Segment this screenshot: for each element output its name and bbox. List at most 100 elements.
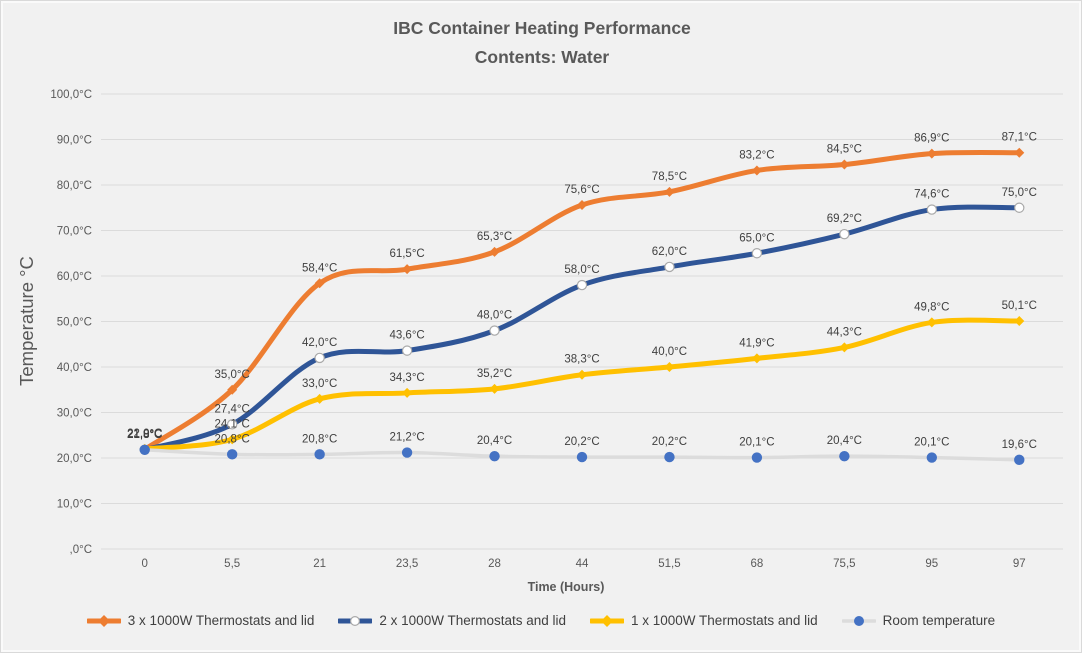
legend-item: 3 x 1000W Thermostats and lid [86, 613, 315, 628]
series-marker [839, 450, 850, 462]
data-label: 42,0°C [302, 337, 337, 349]
x-tick-label: 0 [142, 558, 148, 570]
data-label: 58,0°C [564, 264, 599, 276]
series-marker [226, 419, 238, 430]
series-marker [402, 387, 413, 398]
data-label: 35,0°C [215, 369, 250, 381]
legend-item: 2 x 1000W Thermostats and lid [338, 613, 566, 628]
data-label: 78,5°C [652, 171, 687, 183]
axis-layer: ,0°C 10,0°C 20,0°C 30,0°C 40,0°C 50,0°C 60,0°C… [50, 89, 1025, 570]
data-label: 44,3°C [827, 326, 862, 338]
series-marker [839, 342, 850, 353]
series-marker [576, 279, 588, 291]
series-marker [926, 148, 937, 159]
data-label: 40,0°C [652, 346, 687, 358]
data-label: 20,2°C [652, 436, 687, 448]
y-tick-label: 60,0°C [57, 271, 92, 283]
data-label: 21,2°C [389, 432, 424, 444]
data-label: 48,0°C [477, 310, 512, 322]
chart-title: IBC Container Heating Performance [393, 18, 691, 38]
legend-marker-icon [86, 614, 121, 627]
series-marker [839, 228, 850, 240]
series-marker [664, 186, 675, 197]
chart-subtitle: Contents: Water [475, 47, 610, 67]
series-marker [489, 246, 500, 257]
y-tick-label: 10,0°C [57, 499, 92, 511]
series-marker [751, 353, 762, 364]
y-tick-label: 100,0°C [50, 89, 92, 101]
data-label: 84,5°C [827, 144, 862, 156]
series-marker [489, 325, 500, 336]
legend-marker-icon [841, 615, 876, 626]
legend-label: Room temperature [882, 613, 996, 628]
data-label: 24,1°C [215, 418, 250, 430]
series-marker [664, 362, 675, 372]
series-marker [139, 444, 150, 456]
data-label: 33,0°C [302, 378, 337, 390]
series-marker [489, 383, 500, 394]
legend-label: 1 x 1000W Thermostats and lid [631, 613, 818, 628]
legend-marker-icon [338, 615, 373, 626]
x-tick-label: 21 [313, 558, 326, 570]
series-marker [664, 261, 675, 273]
series-marker [314, 352, 325, 364]
data-label: 87,1°C [1002, 132, 1037, 144]
data-label: 65,0°C [739, 232, 774, 244]
series-marker [751, 248, 763, 259]
y-tick-label: 70,0°C [57, 226, 92, 238]
y-tick-label: 40,0°C [57, 362, 92, 374]
series-marker [489, 450, 500, 462]
series-marker [401, 345, 413, 356]
series-marker [314, 449, 325, 460]
series-marker [226, 449, 238, 460]
chart-legend: 3 x 1000W Thermostats and lid 2 x 1000W … [1, 613, 1081, 628]
data-label: 21,9°C [127, 428, 162, 440]
x-tick-label: 75,5 [833, 558, 855, 570]
legend-marker-icon [590, 614, 625, 627]
data-label: 75,0°C [1002, 187, 1037, 199]
data-label: 86,9°C [914, 133, 949, 145]
data-label: 20,2°C [564, 436, 599, 448]
data-label: 27,4°C [215, 403, 250, 415]
y-tick-label: 20,0°C [57, 453, 92, 465]
x-tick-label: 44 [576, 558, 589, 570]
data-label: 21,8°C [127, 429, 162, 441]
x-tick-label: 68 [751, 558, 764, 570]
legend-label: 3 x 1000W Thermostats and lid [127, 613, 315, 628]
data-label: 62,0°C [652, 246, 687, 258]
data-label: 41,9°C [739, 337, 774, 349]
y-axis-title: Temperature °C [16, 256, 37, 386]
data-label: 22,0°C [127, 428, 162, 440]
data-label: 43,6°C [389, 330, 424, 342]
series-marker [577, 200, 587, 211]
series-marker [402, 264, 413, 275]
series-marker [314, 393, 325, 404]
series-marker [839, 159, 850, 170]
y-tick-label: 50,0°C [57, 317, 92, 329]
data-label: 20,8°C [302, 433, 337, 445]
series-layer [139, 147, 1025, 466]
y-tick-label: 30,0°C [57, 408, 92, 420]
y-tick-label: 90,0°C [57, 135, 92, 147]
series-marker [577, 369, 587, 380]
x-tick-label: 95 [925, 558, 938, 570]
data-label: 58,4°C [302, 262, 337, 274]
x-tick-label: 23,5 [396, 558, 418, 570]
data-label: 20,4°C [477, 435, 512, 447]
data-label: 69,2°C [827, 213, 862, 225]
series-marker [1014, 202, 1025, 213]
series-marker [1014, 454, 1025, 466]
data-label: 50,1°C [1002, 300, 1037, 312]
legend-label: 2 x 1000W Thermostats and lid [379, 613, 567, 628]
data-label: 35,2°C [477, 368, 512, 380]
series-marker [1014, 147, 1025, 158]
y-tick-label: ,0°C [70, 544, 93, 556]
data-label: 20,1°C [914, 437, 949, 449]
data-label: 20,8°C [215, 433, 250, 445]
legend-item: Room temperature [841, 613, 996, 628]
series-marker [926, 452, 938, 463]
x-tick-label: 97 [1013, 558, 1026, 570]
series-marker [926, 204, 938, 215]
